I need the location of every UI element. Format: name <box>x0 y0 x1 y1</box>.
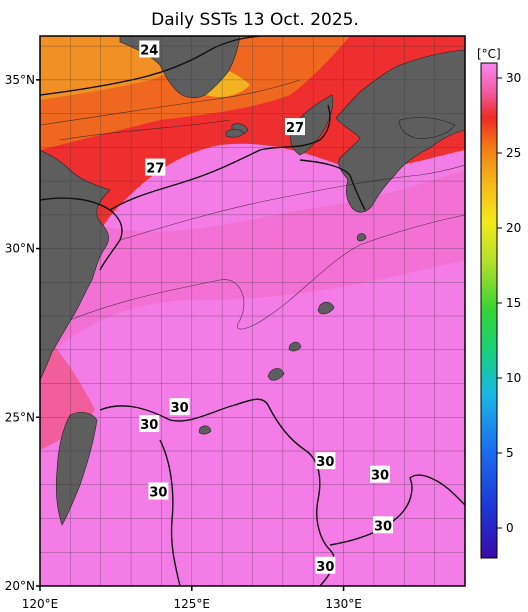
contour-label-text: 30 <box>316 455 334 470</box>
lat-label: 25°N <box>5 410 35 424</box>
isotherm-27-east <box>109 104 331 211</box>
contour-label-text: 30 <box>140 418 158 433</box>
contour-label: 30 <box>370 465 390 484</box>
contour-label-box <box>315 452 336 470</box>
colorbar-tick-label: 20 <box>506 221 521 235</box>
contour-label-box <box>139 415 160 433</box>
contour-label-box <box>169 398 190 416</box>
contour-label: 30 <box>139 415 160 433</box>
isotherm-27-west <box>40 197 123 271</box>
isotherm-27-kyushu <box>299 159 366 211</box>
contour-label: 30 <box>373 516 394 534</box>
colorbar-tick-label: 25 <box>506 146 521 160</box>
lon-label: 120°E <box>22 597 59 611</box>
colorbar: [°C] 30 25 20 15 10 5 0 <box>477 47 521 559</box>
contour-label: 30 <box>169 398 190 416</box>
contour-label-text: 27 <box>286 121 304 136</box>
contour-label-box <box>285 118 305 136</box>
contour-label-text: 30 <box>371 469 389 484</box>
contour-label-box <box>370 465 390 483</box>
contour-label-text: 30 <box>171 401 189 416</box>
contour-label: 30 <box>148 482 169 501</box>
lon-label: 125°E <box>174 597 211 611</box>
contour-label-text: 27 <box>146 162 164 177</box>
lat-label: 35°N <box>5 73 35 87</box>
contour-label-box <box>315 556 336 574</box>
contour-label: 30 <box>315 452 336 470</box>
lat-label: 30°N <box>5 242 35 256</box>
contour-label-box <box>139 40 160 58</box>
isotherm-30-south <box>159 439 181 586</box>
map-frame <box>39 35 466 587</box>
isotherm-24 <box>40 36 261 96</box>
isotherm-thin <box>40 79 465 330</box>
contour-labels: 24 27 27 30 30 30 30 30 30 30 <box>139 40 394 575</box>
lon-label: 130°E <box>325 597 362 611</box>
colorbar-tick-label: 0 <box>506 521 514 535</box>
graticule <box>40 36 465 586</box>
contour-label: 27 <box>145 158 166 177</box>
colorbar-tick-label: 10 <box>506 371 521 385</box>
contour-label-text: 30 <box>374 519 392 534</box>
isotherm-30-west <box>99 398 335 586</box>
lat-label: 20°N <box>5 579 35 593</box>
colorbar-tick-label: 15 <box>506 296 521 310</box>
map-title: Daily SSTs 13 Oct. 2025. <box>151 10 359 30</box>
colorbar-ticks: 30 25 20 15 10 5 0 <box>497 71 521 535</box>
contour-label: 30 <box>315 556 336 575</box>
contour-label-text: 30 <box>316 560 334 575</box>
axes: 120°E 125°E 130°E 35°N 30°N 25°N 20°N <box>5 73 362 611</box>
colorbar-unit: [°C] <box>477 47 501 61</box>
contour-label-text: 24 <box>140 43 158 58</box>
contour-label: 24 <box>139 40 160 58</box>
colorbar-tick-label: 30 <box>506 71 521 85</box>
contour-label-box <box>373 516 394 534</box>
contour-label-box <box>148 482 169 500</box>
contour-label: 27 <box>285 118 305 136</box>
isotherms <box>40 36 465 586</box>
colorbar-tick-label: 5 <box>506 446 514 460</box>
contour-label-text: 30 <box>149 486 167 501</box>
colorbar-scale <box>480 62 498 559</box>
contour-label-box <box>145 158 166 176</box>
